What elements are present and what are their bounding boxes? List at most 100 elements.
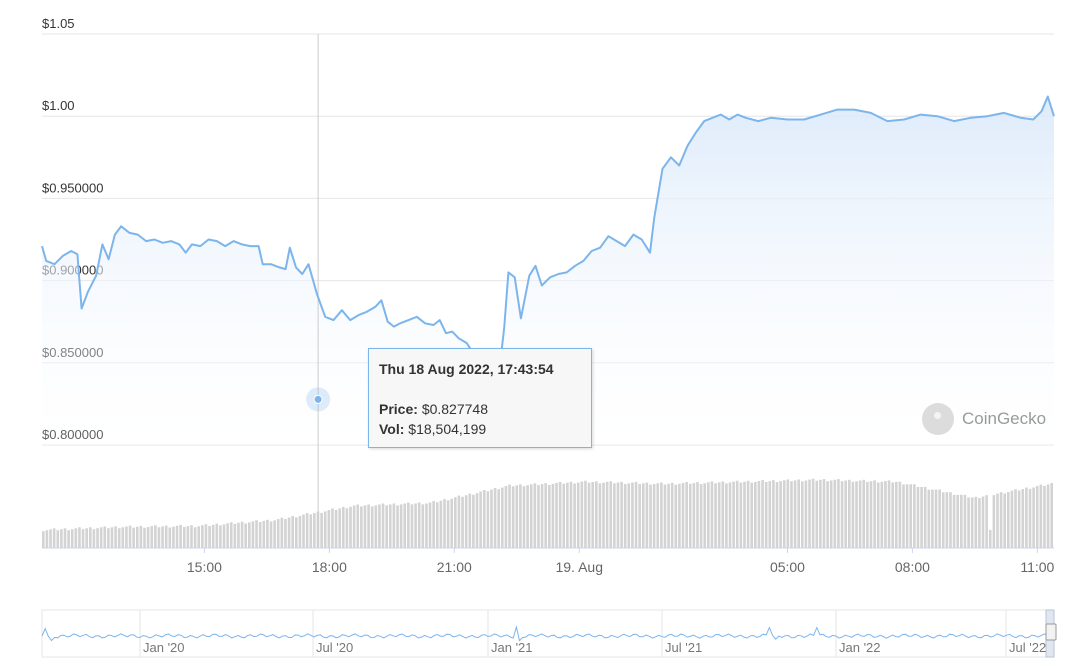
- volume-bar: [793, 480, 797, 548]
- volume-bar: [42, 531, 45, 548]
- volume-bar: [685, 482, 688, 548]
- volume-bar: [501, 487, 504, 548]
- volume-bar: [251, 521, 255, 548]
- volume-bar: [656, 483, 660, 548]
- volume-bar: [486, 491, 490, 548]
- volume-bar: [696, 482, 699, 548]
- volume-bar: [439, 500, 443, 548]
- volume-bar: [125, 526, 128, 548]
- volume-bar: [569, 481, 573, 548]
- volume-bar: [435, 502, 439, 548]
- volume-bar: [352, 505, 356, 548]
- volume-bar: [891, 482, 894, 548]
- volume-bar: [305, 513, 309, 548]
- volume-bar: [609, 481, 613, 548]
- volume-bar: [714, 483, 717, 548]
- volume-bar: [381, 503, 385, 548]
- volume-bar: [482, 490, 486, 548]
- volume-bar: [403, 503, 407, 548]
- volume-bar: [772, 480, 775, 548]
- volume-bar: [457, 495, 461, 548]
- volume-bar: [663, 484, 667, 548]
- volume-bar: [117, 528, 121, 548]
- volume-bar: [840, 481, 844, 548]
- volume-bar: [114, 526, 117, 548]
- volume-bar: [88, 527, 92, 548]
- navigator-tick-label: Jan '22: [839, 640, 881, 655]
- volume-bar: [533, 483, 537, 548]
- volume-bar: [804, 480, 808, 548]
- volume-bar: [764, 482, 768, 548]
- x-tick-label: 05:00: [770, 559, 805, 575]
- volume-bar: [280, 517, 284, 548]
- volume-bar: [367, 504, 370, 548]
- volume-bar: [913, 484, 916, 548]
- volume-bar: [334, 509, 338, 548]
- volume-bar: [193, 527, 197, 548]
- y-tick-label: $1.05: [42, 16, 75, 31]
- volume-bar: [551, 483, 555, 548]
- volume-bar: [157, 527, 161, 548]
- volume-bar: [121, 527, 125, 548]
- volume-bar: [790, 481, 793, 548]
- volume-bar: [349, 506, 352, 548]
- volume-bar: [237, 522, 240, 548]
- volume-bar: [345, 508, 349, 548]
- volume-bar: [1035, 486, 1039, 548]
- volume-bar: [201, 525, 204, 548]
- volume-bar: [909, 484, 913, 548]
- volume-bar: [1010, 490, 1014, 548]
- volume-bar: [613, 483, 616, 548]
- volume-bar: [262, 520, 266, 548]
- tooltip-title: Thu 18 Aug 2022, 17:43:54: [379, 361, 554, 377]
- volume-bar: [172, 526, 175, 548]
- volume-bar: [869, 481, 873, 548]
- volume-bar: [504, 486, 508, 548]
- volume-bar: [360, 506, 363, 548]
- tooltip-price-row: Price: $0.827748: [379, 399, 581, 419]
- tooltip-vol-value: $18,504,199: [408, 421, 487, 437]
- volume-bar: [273, 520, 276, 548]
- volume-bar: [916, 487, 920, 548]
- volume-bar: [540, 484, 544, 548]
- volume-bar: [309, 514, 313, 548]
- volume-bar: [1043, 485, 1046, 548]
- volume-bar: [1014, 489, 1017, 548]
- volume-bar: [1025, 487, 1028, 548]
- volume-bar: [421, 504, 425, 548]
- volume-bar: [240, 521, 244, 548]
- volume-bar: [1017, 490, 1021, 548]
- volume-bar: [99, 527, 103, 548]
- volume-bar: [298, 516, 302, 548]
- volume-bar: [641, 483, 645, 548]
- volume-bar: [468, 493, 472, 548]
- volume-bar: [186, 526, 190, 548]
- watermark: CoinGecko: [922, 403, 1046, 435]
- volume-bar: [414, 503, 417, 548]
- volume-bar: [107, 528, 110, 548]
- volume-bar: [425, 503, 428, 548]
- volume-bar: [454, 497, 457, 548]
- volume-bar: [255, 520, 258, 548]
- volume-bar: [248, 522, 251, 548]
- volume-bar: [526, 485, 529, 548]
- volume-bar: [323, 511, 327, 548]
- x-tick-label: 18:00: [312, 559, 347, 575]
- navigator-handle[interactable]: [1045, 623, 1057, 641]
- volume-bar: [819, 479, 822, 548]
- volume-bar: [927, 489, 931, 548]
- hover-point: [313, 394, 323, 404]
- volume-bar: [291, 516, 294, 548]
- volume-bar: [681, 482, 685, 548]
- volume-bar: [602, 482, 605, 548]
- navigator-tick-label: Jul '20: [316, 640, 353, 655]
- volume-bar: [284, 519, 287, 548]
- volume-bar: [508, 484, 511, 548]
- volume-bar: [378, 504, 381, 548]
- volume-bar: [645, 482, 649, 548]
- volume-bar: [688, 483, 692, 548]
- navigator[interactable]: Jan '20 Jul '20 Jan '21 Jul '21 Jan '22 Jul '…: [41, 609, 1057, 658]
- volume-bar: [96, 528, 99, 548]
- volume-bar: [801, 481, 804, 548]
- y-tick-label: $0.950000: [42, 180, 103, 195]
